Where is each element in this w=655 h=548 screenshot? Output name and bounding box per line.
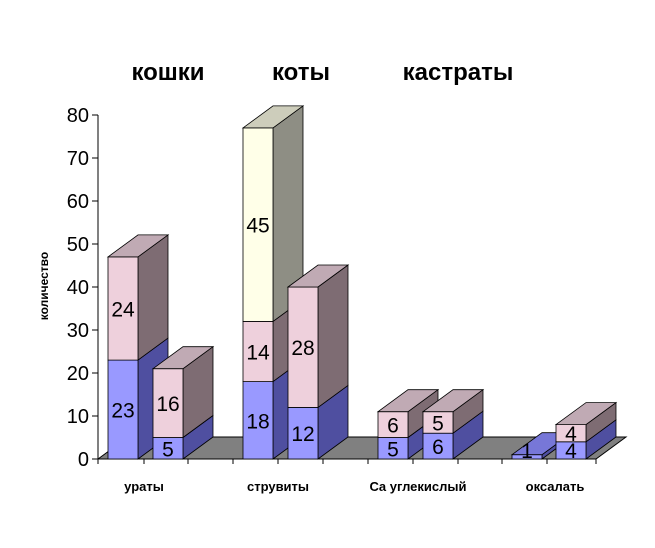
bar-value-label: 4 bbox=[565, 423, 577, 446]
y-axis: 0 10 20 30 40 50 60 70 80 bbox=[67, 105, 99, 471]
bar-value-label: 4 bbox=[565, 440, 577, 463]
bar-value-label: 5 bbox=[387, 438, 399, 461]
bar-segment bbox=[242, 381, 274, 460]
bar-segment bbox=[377, 411, 409, 438]
y-tick-label: 0 bbox=[78, 449, 89, 471]
bar-segment bbox=[107, 256, 139, 361]
bar-value-label: 6 bbox=[432, 436, 444, 459]
legend-label-tomcats: коты bbox=[272, 59, 330, 86]
bar-segment bbox=[287, 286, 319, 408]
bar-top bbox=[554, 402, 618, 426]
legend-label-neutered: кастраты bbox=[403, 59, 514, 86]
category-label-urates: ураты bbox=[124, 479, 164, 494]
y-tick-label: 10 bbox=[67, 406, 89, 428]
bar-value-label: 23 bbox=[111, 400, 134, 423]
category-label-ca-carbonate: Ca углекислый bbox=[370, 479, 467, 494]
legend-label-cats: кошки bbox=[131, 59, 204, 86]
bar-4: 12 28 bbox=[286, 264, 350, 460]
bar-segment bbox=[422, 432, 454, 460]
bar-value-label: 24 bbox=[111, 299, 135, 322]
bar-value-label: 6 bbox=[387, 415, 399, 438]
bar-top bbox=[376, 389, 440, 413]
bar-6: 65 bbox=[421, 388, 485, 460]
bar-segment bbox=[152, 368, 184, 438]
bar-value-label: 14 bbox=[246, 342, 270, 365]
bar-value-label: 5 bbox=[432, 412, 444, 435]
bar-top bbox=[421, 389, 485, 413]
bar-value-label: 18 bbox=[246, 410, 269, 433]
y-tick-label: 80 bbox=[67, 105, 89, 127]
bar-segment bbox=[242, 127, 274, 322]
y-tick-label: 70 bbox=[67, 148, 89, 170]
bar-value-label: 28 bbox=[291, 337, 314, 360]
legend-titles: кошки коты кастраты bbox=[131, 59, 513, 86]
y-tick-label: 40 bbox=[67, 277, 89, 299]
y-axis-label: количество bbox=[37, 252, 51, 320]
category-label-struvites: струвиты bbox=[247, 479, 309, 494]
y-tick-label: 50 bbox=[67, 234, 89, 256]
bar-segment bbox=[107, 359, 139, 460]
bar-value-label: 45 bbox=[246, 215, 269, 238]
category-label-oxalate: оксалать bbox=[526, 479, 585, 494]
bar-top bbox=[241, 105, 305, 129]
bar-top bbox=[106, 234, 170, 258]
category-labels: ураты струвиты Ca углекислый оксалать bbox=[124, 479, 584, 494]
bar-value-label: 12 bbox=[291, 423, 314, 446]
bar-segment-side bbox=[317, 264, 349, 409]
y-tick-label: 20 bbox=[67, 363, 89, 385]
bar-value-label: 5 bbox=[162, 438, 174, 461]
y-tick-label: 30 bbox=[67, 320, 89, 342]
bar-2: 5 16 bbox=[151, 345, 215, 461]
bar-value-label: 1 bbox=[521, 440, 533, 463]
bar-top bbox=[151, 346, 215, 370]
bar-top bbox=[286, 264, 350, 288]
bar-8: 44 bbox=[554, 401, 618, 463]
y-tick-label: 60 bbox=[67, 191, 89, 213]
bar-value-label: 16 bbox=[156, 393, 179, 416]
